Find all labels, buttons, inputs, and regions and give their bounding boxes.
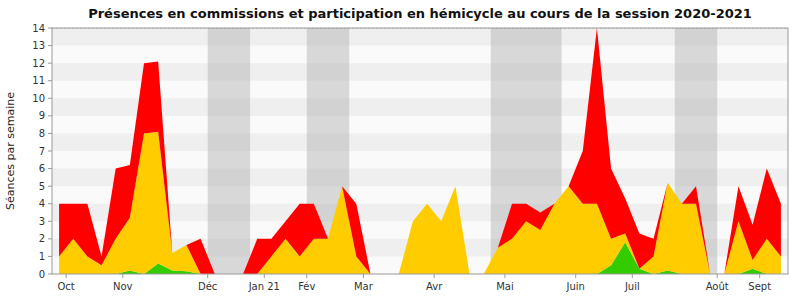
y-tick-label: 12 <box>32 58 45 69</box>
y-tick-label: 11 <box>32 75 45 86</box>
plot <box>52 28 788 274</box>
x-tick-label: Mai <box>496 281 514 292</box>
y-tick-label: 2 <box>39 233 45 244</box>
x-tick <box>122 274 123 278</box>
x-tick <box>717 274 718 278</box>
x-tick-label: Jan 21 <box>248 281 280 292</box>
title: Présences en commissions et participatio… <box>88 6 752 21</box>
y-tick <box>48 28 52 29</box>
y-tick <box>48 133 52 134</box>
y-tick <box>48 98 52 99</box>
y-tick <box>48 151 52 152</box>
y-tick-label: 5 <box>39 181 45 192</box>
y-tick <box>48 221 52 222</box>
y-tick-label: 3 <box>39 216 45 227</box>
y-tick-label: 9 <box>39 110 45 121</box>
x-tick <box>575 274 576 278</box>
x-tick <box>306 274 307 278</box>
y-tick <box>48 186 52 187</box>
x-tick-label: Fév <box>298 281 315 292</box>
y-tick-label: 14 <box>32 23 45 34</box>
y-tick <box>48 80 52 81</box>
y-tick-label: 10 <box>32 93 45 104</box>
y-tick-label: 4 <box>39 198 45 209</box>
plot-background <box>52 28 788 274</box>
x-tick <box>434 274 435 278</box>
y-tick <box>48 274 52 275</box>
plot-area <box>52 28 788 274</box>
x-tick <box>759 274 760 278</box>
y-tick-label: 8 <box>39 128 45 139</box>
y-tick <box>48 115 52 116</box>
x-tick <box>632 274 633 278</box>
x-tick-label: Mar <box>354 281 374 292</box>
y-tick <box>48 256 52 257</box>
area <box>59 28 781 274</box>
y-tick <box>48 238 52 239</box>
x-ticks: Oct Nov Déc Jan 21 Fév Mar Avr Mai Juin Juil Août S… <box>58 274 772 292</box>
y-tick <box>48 45 52 46</box>
y-tick-label: 6 <box>39 163 45 174</box>
x-tick-label: Juil <box>624 281 640 292</box>
x-tick <box>363 274 364 278</box>
x-tick <box>207 274 208 278</box>
x-tick <box>504 274 505 278</box>
y-tick-label: 7 <box>39 146 45 157</box>
y-tick <box>48 63 52 64</box>
y-tick-label: 1 <box>39 251 45 262</box>
plot-frame <box>52 28 788 274</box>
x-tick <box>264 274 265 278</box>
x-tick-label: Oct <box>58 281 75 292</box>
y-ticks: 01234567891011121314 <box>32 23 52 280</box>
y-tick-label: 13 <box>32 40 45 51</box>
x-tick-label: Juin <box>565 281 584 292</box>
x-tick <box>66 274 67 278</box>
y-tick <box>48 203 52 204</box>
y-tick-label: 0 <box>39 269 45 280</box>
y-tick <box>48 168 52 169</box>
y-axis-label: Séances par semaine <box>4 92 17 210</box>
x-tick-label: Nov <box>113 281 133 292</box>
x-tick-label: Déc <box>198 281 217 292</box>
x-tick-label: Avr <box>426 281 443 292</box>
x-tick-label: Sept <box>748 281 771 292</box>
chart: 01234567891011121314OctNovDécJan 21FévMa… <box>0 0 800 300</box>
x-tick-label: Août <box>706 281 729 292</box>
recess-band <box>208 28 250 274</box>
